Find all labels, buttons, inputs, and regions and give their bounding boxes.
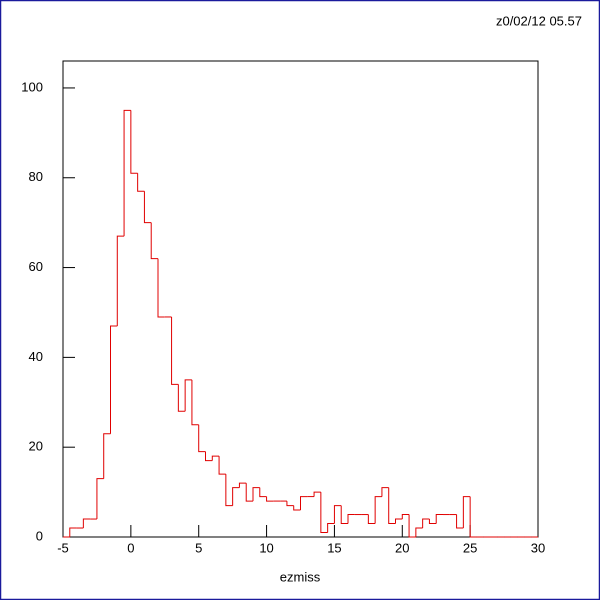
histogram-bin bbox=[130, 110, 138, 174]
histogram-bin bbox=[456, 514, 464, 529]
histogram-bin bbox=[408, 514, 416, 538]
histogram-bin bbox=[259, 487, 267, 498]
x-tick-label: 30 bbox=[531, 540, 545, 555]
histogram-bin bbox=[245, 483, 253, 502]
histogram-bin bbox=[198, 424, 206, 453]
histogram-bin bbox=[238, 482, 247, 488]
histogram-bin bbox=[333, 505, 342, 524]
histogram-bin bbox=[211, 455, 220, 461]
y-tick-label: 0 bbox=[36, 528, 43, 543]
histogram-bin bbox=[123, 109, 131, 237]
histogram-bin bbox=[367, 514, 376, 525]
plot-frame bbox=[62, 60, 539, 538]
histogram-bin bbox=[286, 501, 294, 507]
histogram-bin bbox=[469, 496, 477, 538]
y-tick-label: 40 bbox=[29, 349, 43, 364]
histogram-bin bbox=[435, 514, 443, 524]
histogram-bin bbox=[205, 451, 213, 462]
histogram-bin bbox=[401, 514, 410, 520]
histogram-bin bbox=[320, 492, 328, 534]
y-tick-label: 60 bbox=[29, 259, 43, 274]
histogram-bin bbox=[177, 384, 186, 412]
x-tick-label: 20 bbox=[395, 540, 409, 555]
histogram-bin bbox=[143, 191, 152, 224]
histogram-bin bbox=[218, 456, 226, 475]
date-stamp: z0/02/12 05.57 bbox=[496, 13, 582, 28]
histogram-bin bbox=[82, 518, 91, 529]
histogram-bin bbox=[347, 514, 355, 524]
x-axis-label: ezmiss bbox=[280, 569, 321, 584]
histogram-bin bbox=[69, 527, 77, 537]
x-tick-label: 0 bbox=[127, 540, 134, 555]
histogram-bin bbox=[252, 487, 260, 502]
histogram-bin bbox=[184, 379, 192, 412]
histogram-bin bbox=[422, 518, 430, 529]
histogram-bin bbox=[388, 487, 396, 525]
histogram-bin bbox=[293, 505, 301, 511]
histogram-bin bbox=[225, 474, 233, 507]
x-tick-label: 25 bbox=[463, 540, 477, 555]
y-tick-label: 80 bbox=[29, 169, 43, 184]
y-tick-label: 20 bbox=[29, 439, 43, 454]
histogram-bin bbox=[137, 173, 145, 192]
x-tick-label: 5 bbox=[195, 540, 202, 555]
histogram-bin bbox=[191, 379, 199, 426]
y-tick-label: 100 bbox=[21, 79, 43, 94]
histogram-bin bbox=[266, 496, 274, 502]
histogram-bin bbox=[340, 505, 348, 525]
histogram-bin bbox=[116, 235, 125, 326]
histogram-bin bbox=[96, 478, 104, 520]
histogram-bin bbox=[395, 518, 403, 524]
histogram-bin bbox=[327, 523, 335, 533]
histogram-bin bbox=[110, 325, 118, 434]
histogram-bin bbox=[103, 433, 111, 479]
x-tick-label: 10 bbox=[259, 540, 273, 555]
x-tick-label: -5 bbox=[57, 540, 69, 555]
histogram-bin bbox=[374, 496, 382, 524]
histogram-bin bbox=[232, 487, 240, 506]
histogram-bin bbox=[171, 316, 179, 385]
histogram-bin bbox=[428, 519, 437, 525]
histogram-bin bbox=[381, 487, 389, 497]
histogram-bin bbox=[313, 491, 321, 497]
histogram-bin bbox=[462, 496, 471, 529]
histogram-bin bbox=[150, 222, 158, 260]
histogram-bin bbox=[415, 527, 423, 537]
histogram-bin bbox=[300, 496, 308, 511]
x-tick-label: 15 bbox=[327, 540, 341, 555]
histogram-bin bbox=[157, 258, 165, 318]
